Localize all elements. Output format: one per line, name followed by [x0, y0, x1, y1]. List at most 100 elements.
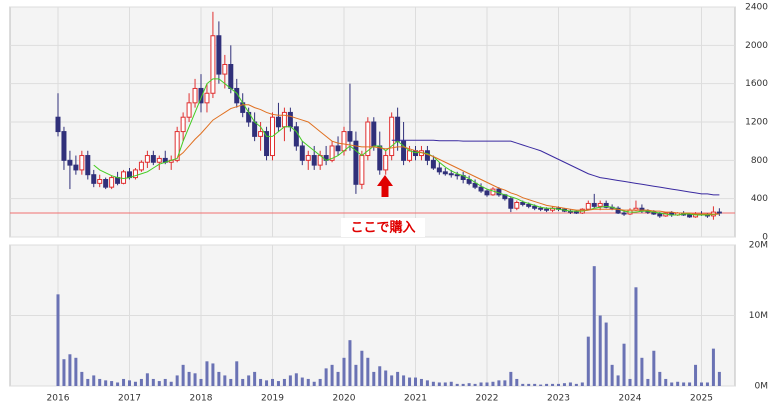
- volume-bar: [414, 377, 417, 386]
- volume-bar: [312, 381, 316, 386]
- volume-bar: [259, 378, 263, 386]
- x-tick-label: 2018: [190, 394, 213, 404]
- candle-body: [353, 140, 359, 185]
- arrow: [377, 175, 393, 197]
- volume-bar: [419, 378, 423, 386]
- y-tick-label: 400: [751, 194, 768, 204]
- candle-body: [335, 145, 341, 152]
- y-tick-label: 1200: [745, 118, 768, 128]
- candle-body: [121, 171, 127, 184]
- candle-body: [603, 202, 609, 208]
- volume-bar: [157, 381, 161, 386]
- volume-bar: [688, 382, 692, 386]
- candle-body: [258, 131, 264, 137]
- volume-bar: [223, 375, 227, 386]
- volume-bar: [449, 381, 453, 386]
- volume-bar: [235, 361, 239, 386]
- volume-bar: [199, 378, 203, 386]
- volume-bar: [151, 378, 155, 386]
- volume-bar: [425, 380, 429, 386]
- annotation: ここで購入: [341, 175, 425, 237]
- plot-layer: 2016 2017 2018 2019 2020 2021 2022 2023 2024 2025…: [10, 3, 768, 404]
- volume-bar: [390, 375, 394, 386]
- candle-body: [103, 179, 109, 188]
- candle-body: [514, 202, 520, 209]
- volume-bar: [664, 378, 668, 386]
- candle-body: [192, 87, 198, 104]
- candle-body: [657, 213, 663, 217]
- candle-body: [198, 87, 204, 104]
- candle-body: [466, 179, 472, 184]
- y-tick-label: 800: [751, 156, 768, 166]
- candle-body: [430, 159, 436, 169]
- volume-bar: [562, 383, 566, 386]
- volume-bar: [175, 375, 179, 386]
- candle-body: [287, 111, 293, 128]
- candle-body: [484, 190, 490, 196]
- candle-body: [389, 116, 395, 157]
- candle-body: [597, 202, 603, 207]
- candle-body: [436, 167, 442, 173]
- volume-bar: [598, 315, 602, 386]
- candle-body: [448, 173, 454, 176]
- volume-bar: [342, 357, 346, 386]
- candle-body: [311, 155, 317, 166]
- candle-body: [222, 64, 228, 75]
- moving-average-line: [176, 104, 720, 215]
- volume-bar: [402, 375, 406, 386]
- candle-body: [85, 155, 91, 176]
- volume-bar: [580, 382, 584, 386]
- volume-bar: [265, 380, 269, 386]
- candle-body: [109, 177, 115, 188]
- volume-bar: [68, 354, 72, 386]
- volume-bar: [229, 378, 233, 386]
- candle-body: [299, 145, 305, 161]
- volume-bar: [682, 382, 686, 386]
- candle-body: [67, 159, 73, 166]
- candle-body: [204, 92, 210, 104]
- volume-bar: [104, 380, 108, 386]
- volume-bar: [282, 378, 286, 386]
- volume-bar: [324, 368, 328, 386]
- volume-bar: [163, 378, 167, 386]
- volume-bar: [169, 381, 173, 386]
- candle-body: [347, 131, 353, 142]
- candle-body: [407, 150, 413, 161]
- volume-bar: [247, 375, 251, 386]
- candle-body: [264, 131, 270, 157]
- volume-bar: [98, 378, 102, 386]
- volume-bar: [539, 384, 543, 386]
- volume-bar: [330, 364, 334, 386]
- candle-body: [359, 155, 365, 185]
- volume-bar: [56, 294, 60, 386]
- volume-bar: [62, 359, 66, 386]
- volume-bar: [634, 287, 638, 386]
- candle-body: [573, 211, 579, 214]
- volume-bar: [408, 377, 412, 386]
- candle-body: [526, 203, 532, 207]
- candle-body: [293, 126, 299, 147]
- y-tick-label: 20M: [749, 241, 768, 251]
- candle-body: [132, 169, 138, 179]
- volume-bar: [622, 343, 626, 386]
- candle-body: [520, 202, 526, 205]
- candle-body: [383, 155, 389, 171]
- candle-body: [532, 205, 538, 209]
- volume-bar: [604, 322, 608, 386]
- volume-bar: [533, 383, 537, 386]
- candle-body: [186, 102, 192, 118]
- y-tick-label: 2400: [745, 3, 768, 13]
- annotation-text: ここで購入: [350, 220, 415, 236]
- candle-body: [615, 207, 621, 214]
- volume-bar: [473, 383, 477, 386]
- candle-body: [210, 35, 216, 94]
- volume-bar: [443, 382, 447, 386]
- volume-bar: [122, 378, 126, 386]
- volume-bar: [110, 381, 114, 386]
- volume-bar: [509, 371, 513, 386]
- volume-bar: [628, 378, 632, 386]
- candle-body: [305, 155, 311, 161]
- x-tick-label: 2024: [619, 394, 642, 404]
- volume-bar: [455, 383, 459, 386]
- candle-body: [401, 140, 407, 161]
